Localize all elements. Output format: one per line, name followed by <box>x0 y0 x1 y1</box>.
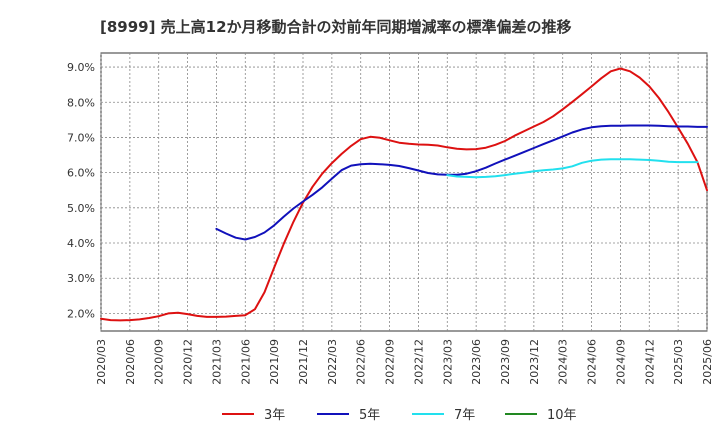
x-tick-label: 2024/03 <box>557 339 570 385</box>
x-tick-label: 2025/06 <box>701 339 714 385</box>
y-tick-label: 6.0% <box>67 167 95 180</box>
y-tick-label: 3.0% <box>67 272 95 285</box>
x-tick-label: 2023/06 <box>470 339 483 385</box>
chart-title: [8999] 売上高12か月移動合計の対前年同期増減率の標準偏差の推移 <box>100 18 572 36</box>
x-tick-label: 2022/03 <box>326 339 339 385</box>
x-tick-label: 2021/12 <box>297 339 310 385</box>
x-tick-label: 2022/06 <box>355 339 368 385</box>
legend-label-5年: 5年 <box>359 408 380 423</box>
x-tick-label: 2024/09 <box>614 339 627 385</box>
x-tick-label: 2025/03 <box>672 339 685 385</box>
x-tick-label: 2024/06 <box>586 339 599 385</box>
grid <box>100 53 708 331</box>
x-axis: 2020/03 2020/06 2020/09 2020/12 2021/03 2021/… <box>95 339 714 385</box>
series-line-7年 <box>446 158 699 179</box>
x-tick-label: 2022/09 <box>384 339 397 385</box>
y-axis: 2.0% 3.0% 4.0% 5.0% 6.0% 7.0% 8.0% 9.0% <box>67 61 95 320</box>
legend-label-10年: 10年 <box>547 408 577 423</box>
series-lines <box>100 67 708 322</box>
x-tick-label: 2024/12 <box>643 339 656 385</box>
y-tick-label: 9.0% <box>67 61 95 74</box>
x-tick-label: 2023/09 <box>499 339 512 385</box>
y-tick-label: 5.0% <box>67 202 95 215</box>
y-tick-label: 7.0% <box>67 131 95 144</box>
series-line-3年 <box>100 67 708 322</box>
y-tick-label: 2.0% <box>67 307 95 320</box>
y-tick-label: 4.0% <box>67 237 95 250</box>
series-line-5年 <box>215 124 708 241</box>
x-tick-label: 2021/06 <box>239 339 252 385</box>
x-tick-label: 2020/03 <box>95 339 108 385</box>
x-tick-label: 2020/12 <box>182 339 195 385</box>
legend-label-3年: 3年 <box>264 408 285 423</box>
x-tick-label: 2021/03 <box>210 339 223 385</box>
x-tick-label: 2023/12 <box>528 339 541 385</box>
x-tick-label: 2022/12 <box>412 339 425 385</box>
x-tick-label: 2021/09 <box>268 339 281 385</box>
x-tick-label: 2023/03 <box>441 339 454 385</box>
legend-label-7年: 7年 <box>454 408 475 423</box>
x-tick-label: 2020/09 <box>153 339 166 385</box>
legend: 3年 5年 7年 10年 <box>222 408 577 423</box>
x-tick-label: 2020/06 <box>124 339 137 385</box>
y-tick-label: 8.0% <box>67 96 95 109</box>
plot-area <box>100 52 708 332</box>
